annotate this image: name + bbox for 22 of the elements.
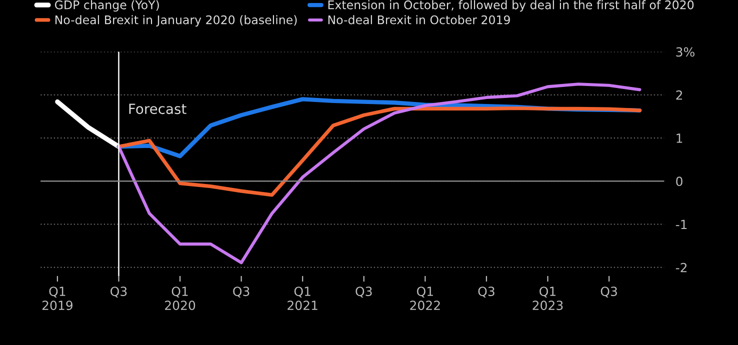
x-tick-label: Q3 — [600, 286, 617, 298]
y-tick-label: 0 — [676, 176, 682, 186]
x-tick-label: Q3 — [356, 286, 372, 298]
legend-label: Extension in October, followed by deal in the first half of 2020 — [328, 0, 694, 12]
line-series — [117, 82, 642, 264]
x-tick-label: Q1 2023 — [532, 286, 563, 310]
y-tick-label: 1 — [676, 134, 682, 143]
x-tick-label: Q1 2020 — [165, 286, 196, 310]
y-tick-label: -1 — [676, 220, 687, 229]
legend-label: No-deal Brexit in January 2020 (baseline) — [55, 15, 297, 27]
ref-line-label: Forecast — [129, 104, 186, 114]
y-tick-label: 3% — [676, 47, 694, 57]
y-tick-label: 2 — [676, 90, 682, 100]
x-tick-label: Q3 — [478, 286, 494, 298]
x-tick-label: Q3 — [233, 286, 250, 298]
y-tick-label: -2 — [676, 262, 687, 272]
x-tick-label: Q1 2022 — [410, 286, 440, 310]
x-tick-label: Q1 2019 — [42, 286, 72, 310]
legend-label: GDP change (YoY) — [54, 0, 159, 12]
x-tick-label: Q1 2021 — [288, 286, 318, 310]
x-tick-label: Q3 — [110, 286, 127, 298]
legend-label: No-deal Brexit in October 2019 — [328, 15, 510, 24]
